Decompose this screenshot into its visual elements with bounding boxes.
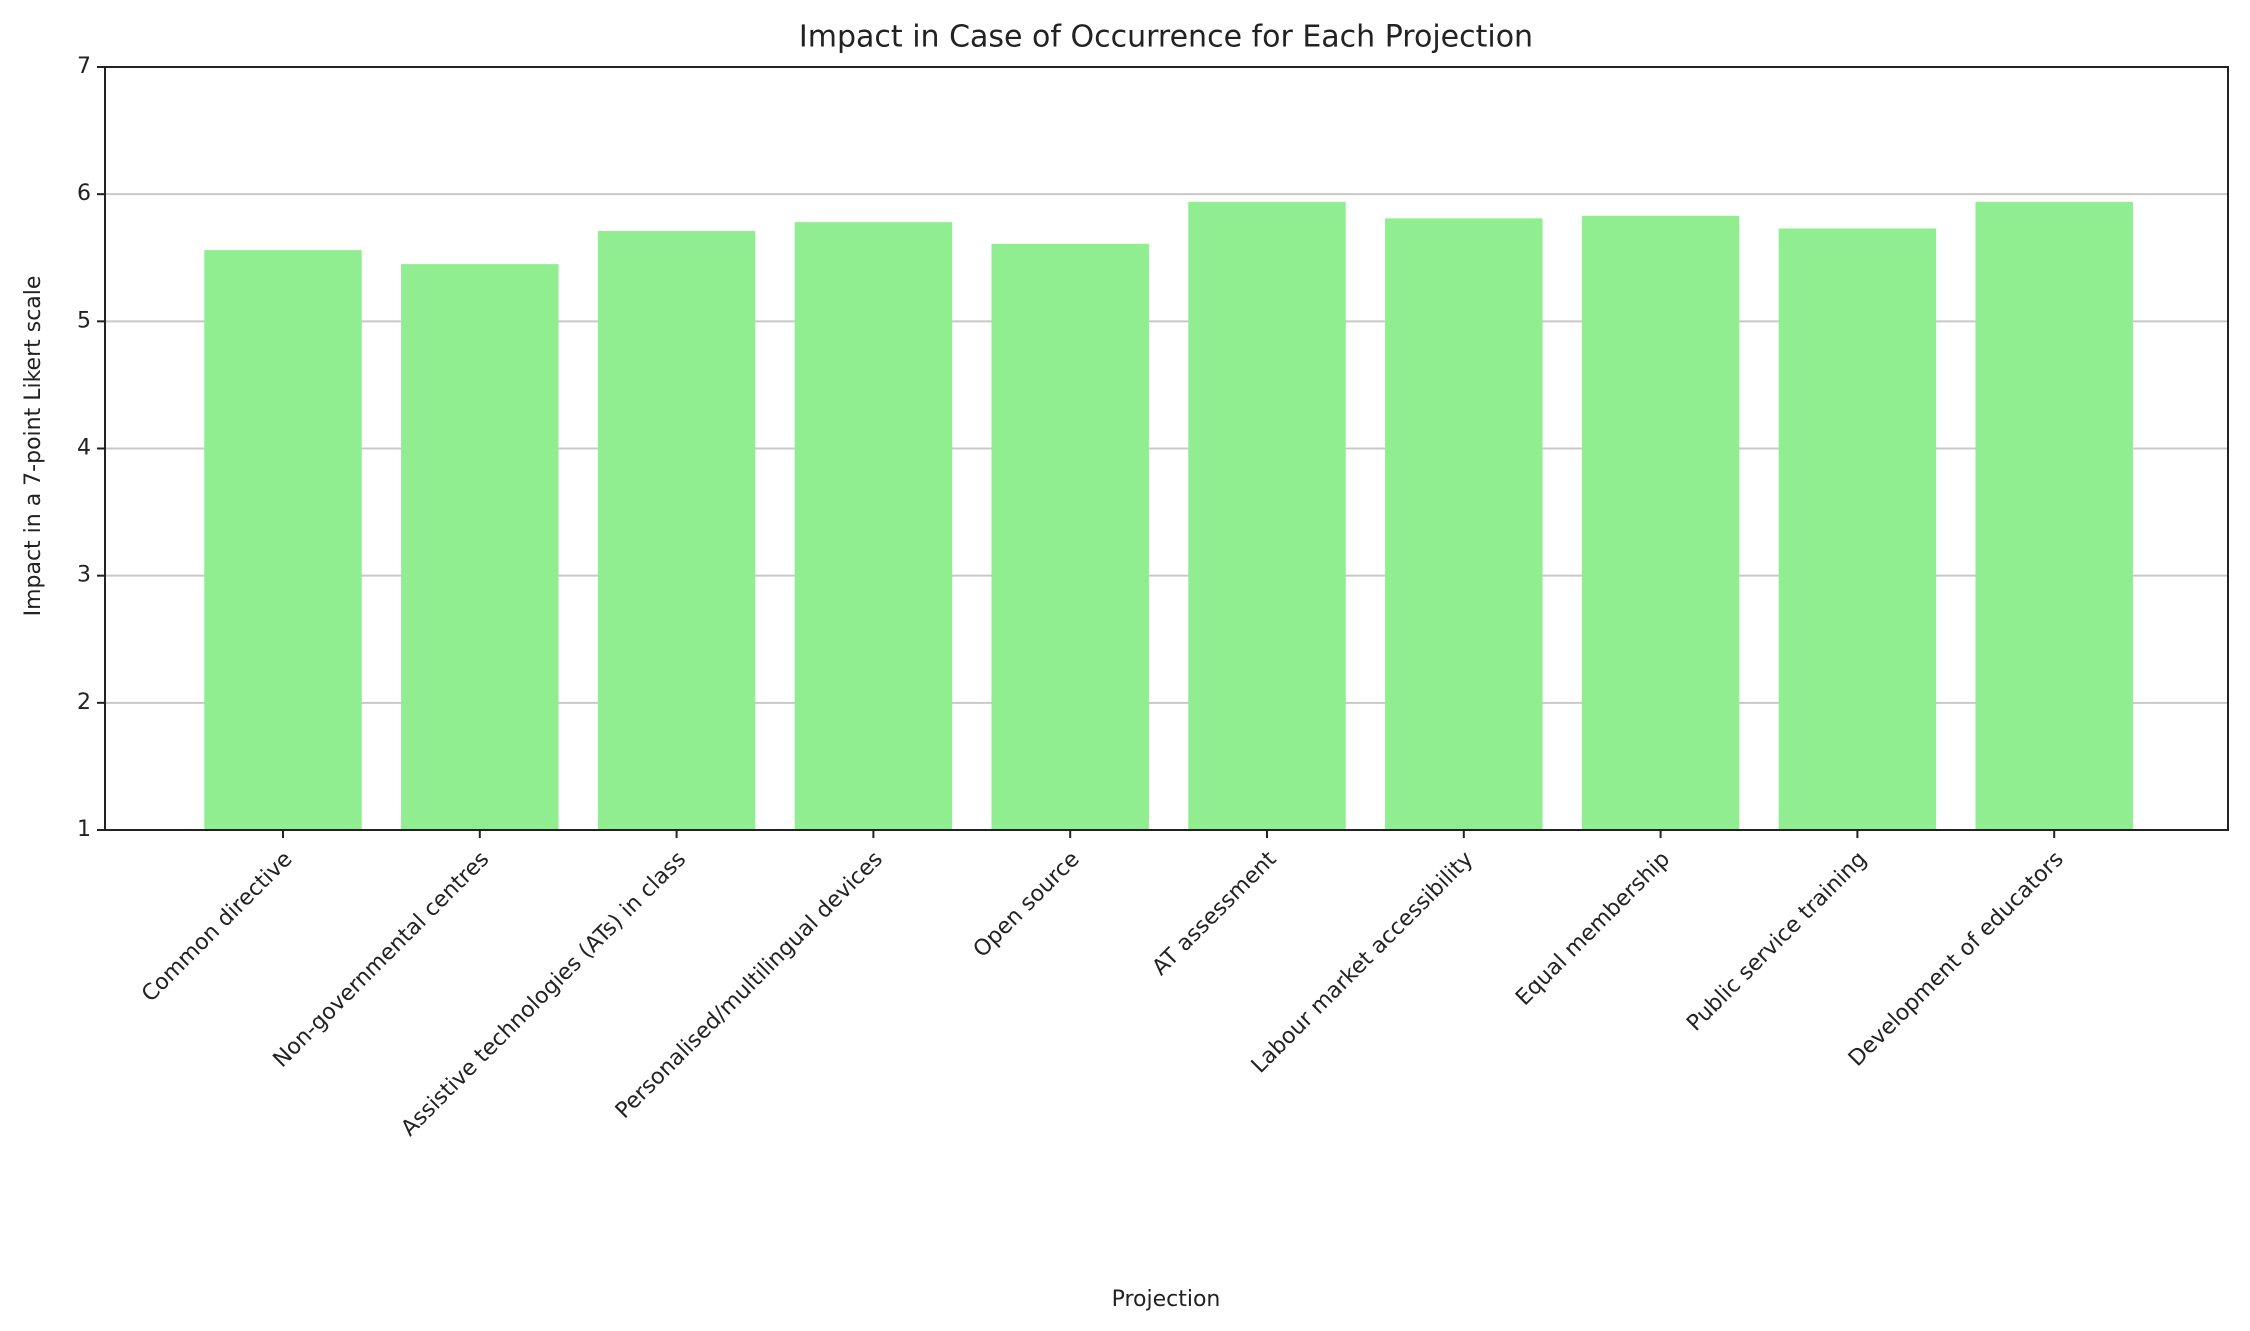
bar [1188,201,1346,831]
x-tick-label: AT assessment [1148,847,1282,981]
bar [204,250,362,830]
y-tick-label: 7 [77,54,91,79]
bar [401,264,559,830]
plot-frame [104,66,2229,831]
bar [597,231,756,831]
x-tick-label: Development of educators [1844,847,2069,1072]
bar [1581,215,1740,830]
bar [991,243,1149,831]
y-tick-label: 3 [77,563,91,588]
x-tick-label: Non-governmental centres [269,847,495,1073]
x-tick-label: Equal membership [1511,847,1675,1011]
chart-title: Impact in Case of Occurrence for Each Pr… [799,20,1533,55]
bar [1975,201,2133,831]
y-tick-label: 4 [77,436,91,461]
x-tick-label: Common directive [137,847,297,1007]
y-tick-label: 6 [77,181,91,206]
y-tick-label: 5 [77,308,91,333]
y-tick-label: 2 [77,690,91,715]
bar [1385,218,1543,830]
bar [794,222,953,831]
x-tick-label: Open source [969,847,1085,963]
x-tick-label: Public service training [1682,847,1872,1037]
y-tick-label: 1 [77,817,91,842]
x-tick-label: Labour market accessibility [1247,847,1479,1079]
x-axis-label: Projection [1112,1287,1221,1312]
bar [1778,228,1937,831]
y-axis-label: Impact in a 7-point Likert scale [21,276,46,617]
